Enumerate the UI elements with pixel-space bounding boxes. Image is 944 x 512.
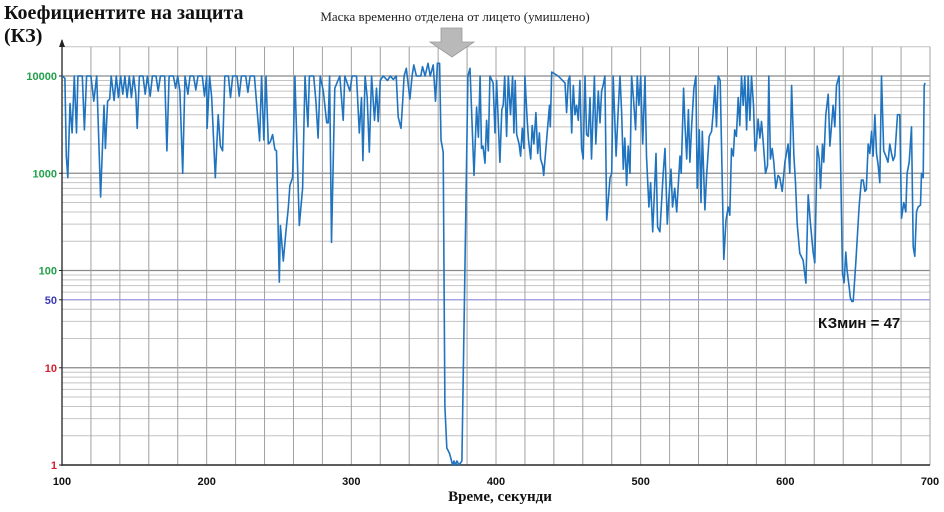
grid [59, 39, 931, 466]
x-tick-label: 200 [197, 476, 215, 488]
x-tick-label: 500 [631, 476, 649, 488]
series-line [61, 62, 926, 466]
chart-title: Коефициентите на защита (КЗ) [4, 2, 244, 47]
annotation-arrow-icon [428, 27, 476, 58]
y-tick-label: 10000 [26, 71, 57, 83]
annotation-text: Маска временно отделена от лицето (умишл… [320, 9, 590, 24]
y-tick-label: 50 [45, 295, 57, 307]
data-points [62, 63, 925, 465]
min-value-label: КЗмин = 47 [818, 315, 901, 332]
x-tick-label: 700 [921, 476, 939, 488]
tick-labels: 10000 1000 100 50 10 1 100 200 300 400 500 600 700 [26, 71, 939, 488]
x-tick-label: 400 [487, 476, 505, 488]
y-tick-label: 100 [39, 266, 57, 278]
y-tick-label: 10 [45, 363, 57, 375]
y-axis-arrow-icon [59, 39, 65, 47]
x-tick-label: 300 [342, 476, 360, 488]
y-tick-label: 1 [51, 460, 57, 472]
y-tick-label: 1000 [33, 168, 57, 180]
x-tick-label: 100 [53, 476, 71, 488]
x-tick-label: 600 [776, 476, 794, 488]
x-axis-label: Време, секунди [448, 489, 552, 505]
